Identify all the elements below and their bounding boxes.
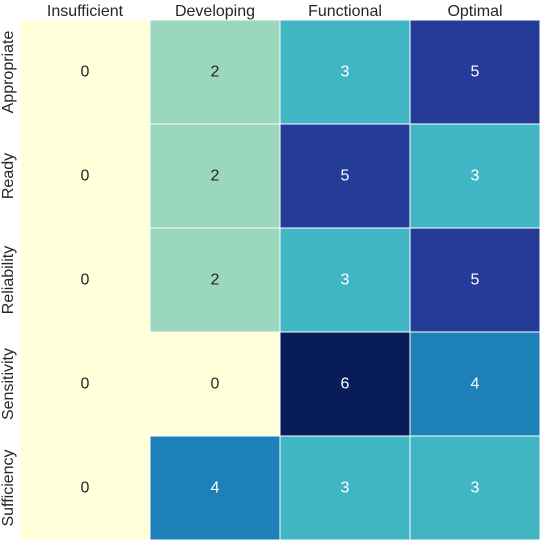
cell-value-label-appropriate-developing: 2	[211, 64, 220, 81]
heatmap-cell-reliability-optimal	[409, 227, 540, 333]
cell-value-label-sensitivity-optimal: 4	[471, 376, 480, 393]
heatmap-cells	[19, 19, 540, 541]
cell-value-label-ready-insufficient: 0	[81, 168, 90, 185]
row-label-appropriate: Appropriate	[0, 31, 17, 114]
cell-value-label-reliability-developing: 2	[211, 272, 220, 289]
cell-annotations: 0 2 3 5 0 2 5 3 0 2 3 5 0 0 6 4 0 4 3 3	[81, 64, 480, 497]
heatmap-cell-sufficiency-optimal	[409, 435, 540, 541]
heatmap-cell-ready-insufficient	[19, 123, 151, 229]
heatmap-cell-reliability-developing	[149, 227, 281, 333]
heatmap-cell-appropriate-insufficient	[19, 19, 151, 125]
heatmap-cell-sufficiency-functional	[279, 435, 411, 541]
cell-value-label-sufficiency-developing: 4	[211, 480, 220, 497]
column-label-insufficient: Insufficient	[47, 3, 124, 20]
cell-value-label-appropriate-functional: 3	[341, 64, 350, 81]
heatmap-cell-appropriate-developing	[149, 19, 281, 125]
column-label-functional: Functional	[308, 3, 382, 20]
cell-value-label-ready-functional: 5	[341, 168, 350, 185]
heatmap-cell-sensitivity-functional	[279, 331, 411, 437]
cell-value-label-sensitivity-functional: 6	[341, 376, 350, 393]
cell-value-label-appropriate-optimal: 5	[471, 64, 480, 81]
heatmap-cell-sensitivity-insufficient	[19, 331, 151, 437]
row-label-sensitivity: Sensitivity	[0, 348, 17, 420]
heatmap-cell-ready-optimal	[409, 123, 540, 229]
heatmap-cell-appropriate-functional	[279, 19, 411, 125]
heatmap-cell-ready-functional	[279, 123, 411, 229]
cell-value-label-sufficiency-insufficient: 0	[81, 480, 90, 497]
heatmap-cell-sufficiency-developing	[149, 435, 281, 541]
cell-value-label-sufficiency-optimal: 3	[471, 480, 480, 497]
cell-value-label-sufficiency-functional: 3	[341, 480, 350, 497]
cell-value-label-appropriate-insufficient: 0	[81, 64, 90, 81]
row-label-ready: Ready	[0, 153, 17, 199]
row-label-reliability: Reliability	[0, 246, 17, 314]
cell-value-label-reliability-insufficient: 0	[81, 272, 90, 289]
cell-value-label-ready-optimal: 3	[471, 168, 480, 185]
column-label-optimal: Optimal	[447, 3, 502, 20]
row-labels: Appropriate Ready Reliability Sensitivity Su…	[0, 31, 17, 527]
heatmap-cell-appropriate-optimal	[409, 19, 540, 125]
heatmap-cell-ready-developing	[149, 123, 281, 229]
cell-value-label-sensitivity-developing: 0	[211, 376, 220, 393]
cell-value-label-sensitivity-insufficient: 0	[81, 376, 90, 393]
cell-value-label-ready-developing: 2	[211, 168, 220, 185]
cell-value-label-reliability-functional: 3	[341, 272, 350, 289]
column-labels: Insufficient Developing Functional Optimal	[47, 3, 503, 20]
heatmap-cell-reliability-insufficient	[19, 227, 151, 333]
cell-value-label-reliability-optimal: 5	[471, 272, 480, 289]
heatmap-cell-sensitivity-developing	[149, 331, 281, 437]
heatmap-cell-sensitivity-optimal	[409, 331, 540, 437]
heatmap-cell-sufficiency-insufficient	[19, 435, 151, 541]
column-label-developing: Developing	[175, 3, 255, 20]
row-label-sufficiency: Sufficiency	[0, 449, 17, 526]
